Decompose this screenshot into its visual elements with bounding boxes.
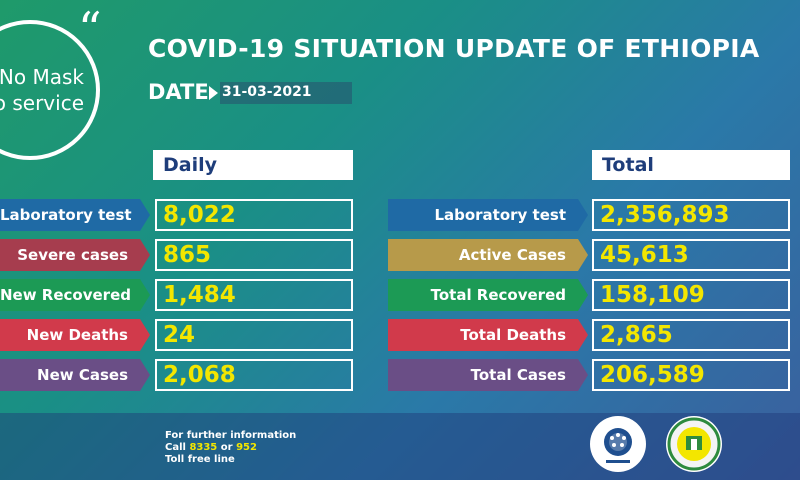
daily-value: 865 <box>155 239 353 271</box>
daily-label: New Cases <box>0 359 150 391</box>
total-header: Total <box>592 150 790 180</box>
total-label: Total Deaths <box>388 319 588 351</box>
info-line-2: Call 8335 or 952 <box>165 442 296 454</box>
total-label: Active Cases <box>388 239 588 271</box>
daily-label: Laboratory test <box>0 199 150 231</box>
daily-value: 1,484 <box>155 279 353 311</box>
date-label: DATE <box>148 80 209 104</box>
daily-header: Daily <box>153 150 353 180</box>
arrow-right-icon <box>209 86 218 100</box>
daily-value: 2,068 <box>155 359 353 391</box>
total-value: 45,613 <box>592 239 790 271</box>
hotline-2: 952 <box>236 442 257 453</box>
daily-value: 24 <box>155 319 353 351</box>
date-box <box>220 82 352 104</box>
info-line-1: For further information <box>165 430 297 441</box>
institute-seal-icon <box>667 417 721 471</box>
call-label: Call <box>165 442 186 453</box>
total-label: Total Cases <box>388 359 588 391</box>
total-value: 2,356,893 <box>592 199 790 231</box>
daily-label: New Recovered <box>0 279 150 311</box>
hotline-1: 8335 <box>189 442 218 453</box>
ministry-seal-icon <box>604 428 632 463</box>
badge-line-1: No Mask <box>0 65 84 89</box>
institute-logo <box>666 416 722 472</box>
ministry-logo <box>590 416 646 472</box>
total-value: 206,589 <box>592 359 790 391</box>
badge-line-2: No service <box>0 91 84 115</box>
or-label: or <box>220 442 233 453</box>
daily-value: 8,022 <box>155 199 353 231</box>
contact-info: For further information Call 8335 or 952… <box>165 430 296 466</box>
date-value: 31-03-2021 <box>222 84 312 100</box>
daily-label: Severe cases <box>0 239 150 271</box>
page-title: COVID-19 SITUATION UPDATE OF ETHIOPIA <box>148 34 760 63</box>
total-label: Laboratory test <box>388 199 588 231</box>
info-line-3: Toll free line <box>165 454 235 465</box>
total-value: 2,865 <box>592 319 790 351</box>
daily-label: New Deaths <box>0 319 150 351</box>
total-value: 158,109 <box>592 279 790 311</box>
quote-icon: “ <box>78 2 102 56</box>
total-label: Total Recovered <box>388 279 588 311</box>
